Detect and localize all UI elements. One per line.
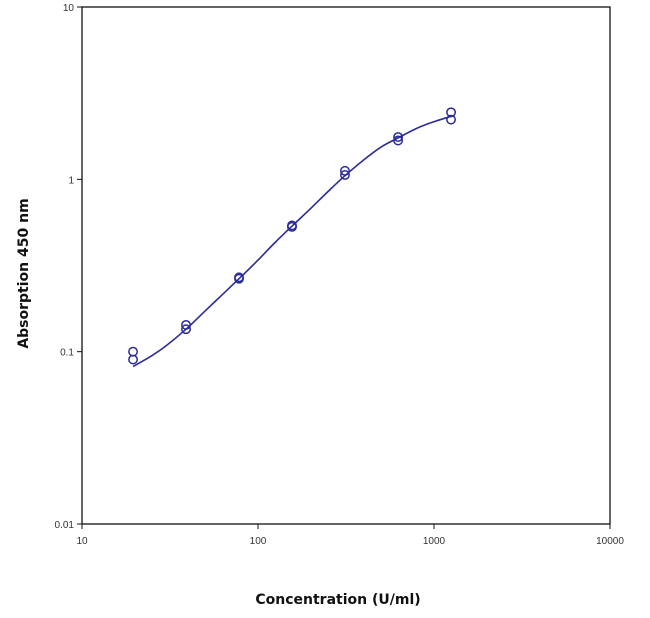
- data-point: [446, 114, 457, 125]
- x-tick-label: 1000: [423, 536, 446, 547]
- y-axis-title: Absorption 450 nm: [16, 198, 32, 348]
- data-point: [128, 354, 138, 365]
- y-tick-label: 10: [63, 3, 75, 14]
- fit-curve: [132, 115, 452, 368]
- x-axis-title: Concentration (U/ml): [255, 592, 420, 608]
- data-point: [340, 165, 350, 176]
- data-point: [340, 170, 350, 180]
- x-tick-label: 10: [76, 536, 88, 547]
- data-point: [287, 221, 297, 232]
- y-tick-label: 0.1: [60, 348, 74, 359]
- data-point: [393, 135, 404, 146]
- plot-frame: [81, 6, 611, 525]
- x-tick-label: 100: [250, 536, 267, 547]
- data-point: [181, 319, 191, 330]
- x-tick-label: 10000: [596, 536, 624, 547]
- y-tick-label: 1: [68, 175, 74, 186]
- data-point: [181, 324, 191, 335]
- data-point: [446, 107, 457, 118]
- y-axis-ticks: 0.01 0.1 1 10: [55, 3, 82, 531]
- data-point: [234, 273, 244, 284]
- y-tick-label: 0.01: [55, 520, 75, 531]
- x-axis-ticks: 10 100 1000 10000: [76, 524, 624, 547]
- data-point: [393, 132, 404, 142]
- data-points: [128, 107, 457, 365]
